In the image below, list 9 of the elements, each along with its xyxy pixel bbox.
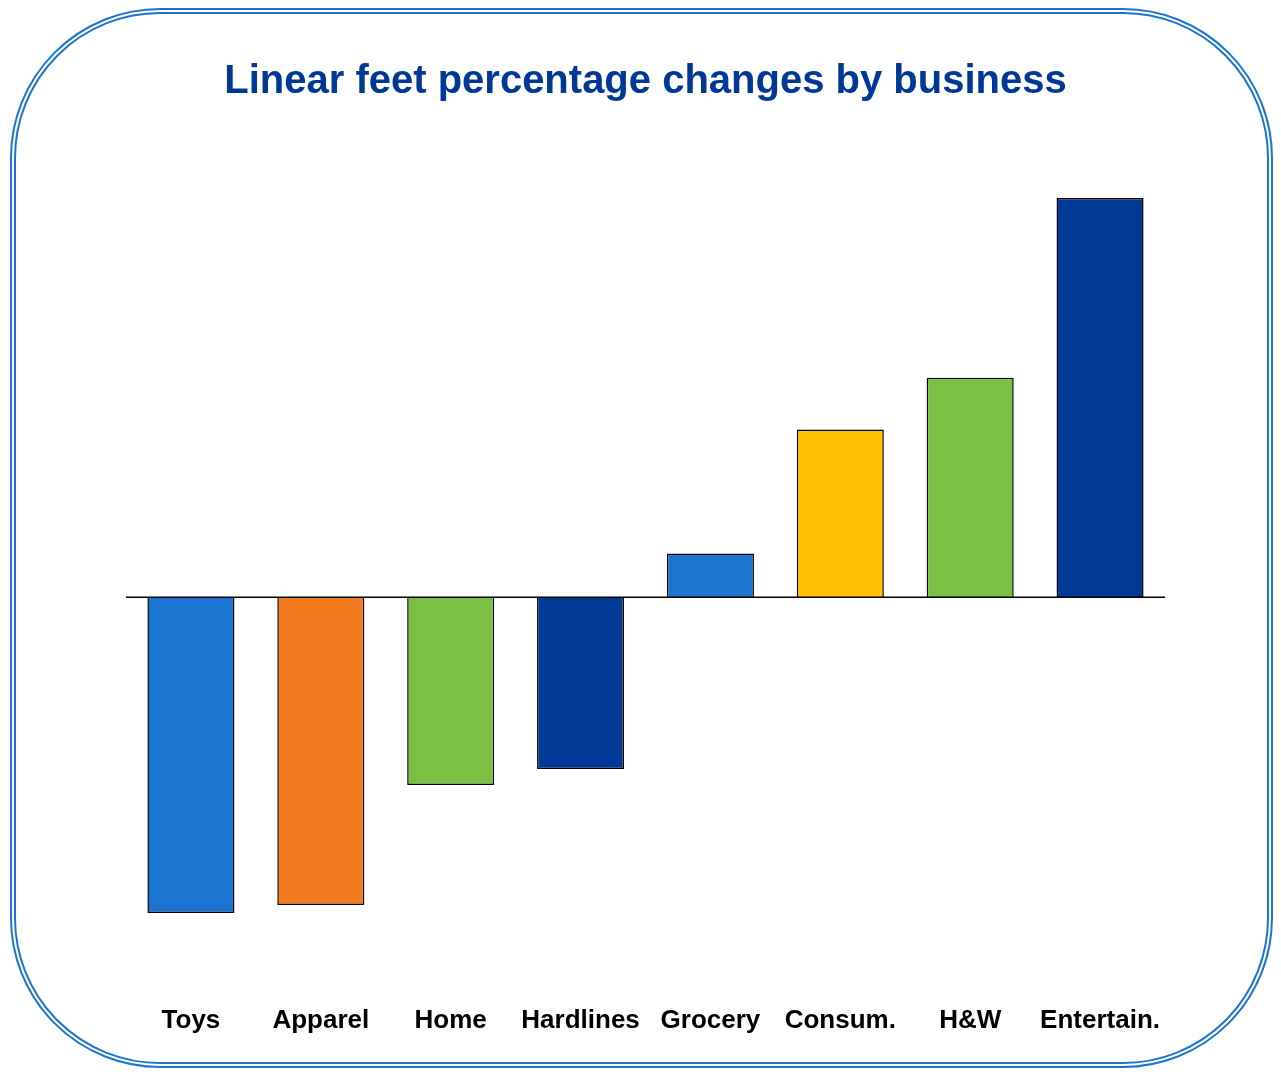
x-tick-label: Home [414,1003,487,1034]
chart-title: Linear feet percentage changes by business [224,57,1067,102]
x-tick-label: Grocery [660,1003,761,1034]
x-tick-label: Hardlines [521,1003,640,1034]
x-tick-label: Entertain. [1040,1003,1161,1034]
x-tick-label: Consum. [784,1003,896,1034]
x-tick-label: Apparel [272,1003,370,1034]
x-tick-label: Toys [161,1003,221,1034]
x-tick-label: H&W [939,1003,1002,1034]
